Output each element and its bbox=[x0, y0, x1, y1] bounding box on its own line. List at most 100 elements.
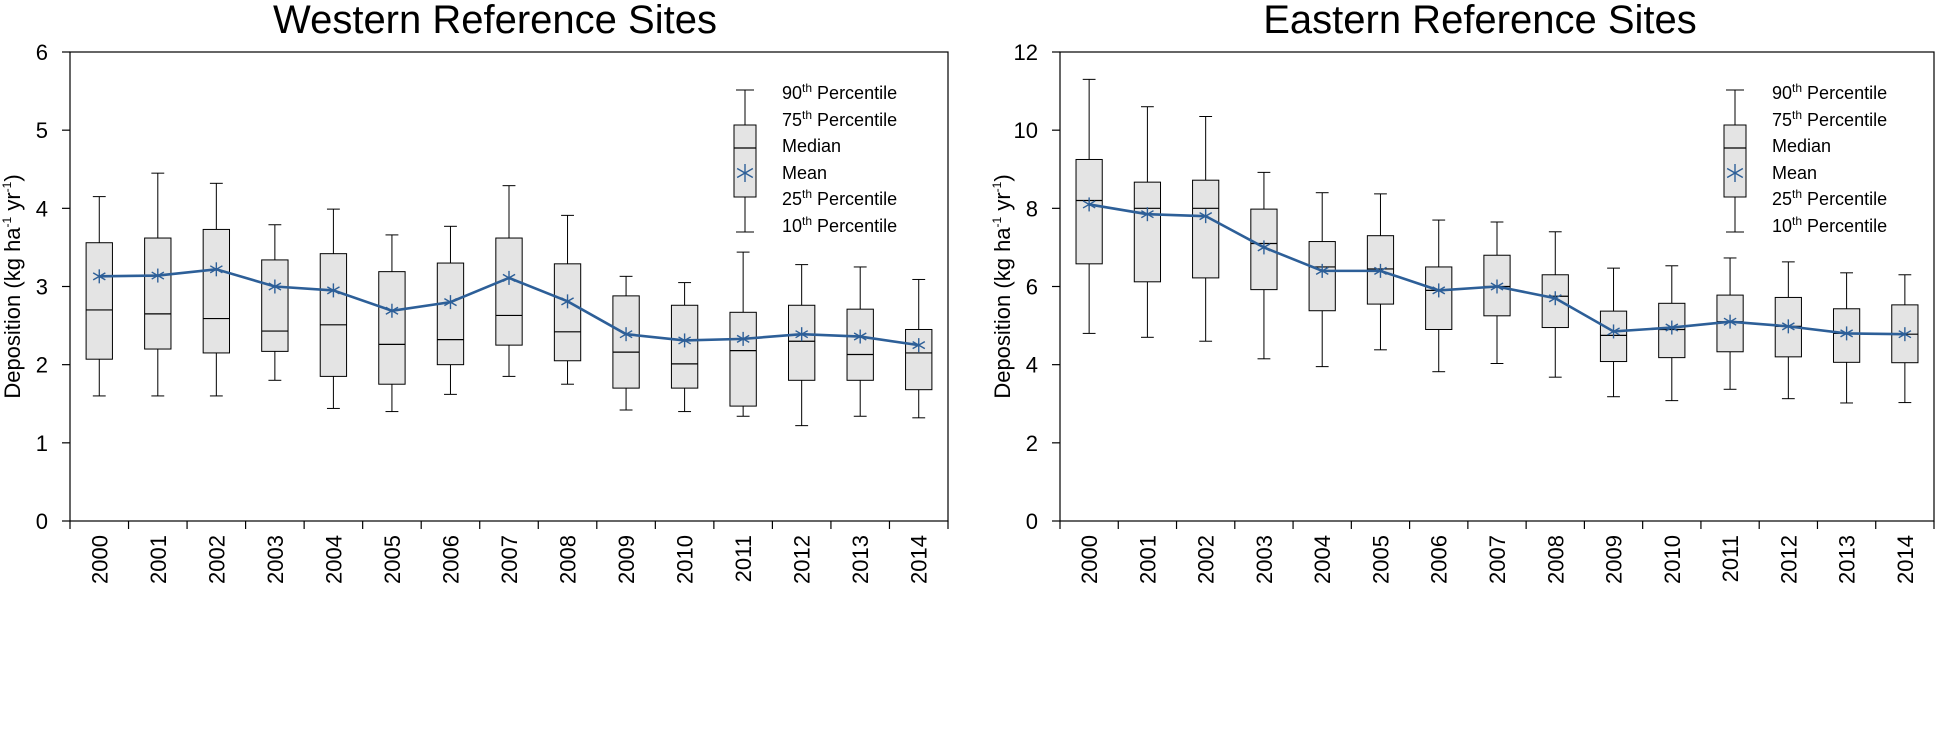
mean-marker-2011 bbox=[1723, 314, 1737, 329]
mean-marker-stroke bbox=[444, 298, 457, 307]
x-tick-label: 2007 bbox=[1485, 535, 1510, 584]
mean-marker-stroke bbox=[736, 334, 750, 343]
mean-marker-2002 bbox=[1199, 209, 1213, 224]
mean-marker-2014 bbox=[1898, 327, 1912, 342]
legend-label-main: 75 bbox=[1772, 110, 1792, 130]
legend-label-rest: Percentile bbox=[1802, 83, 1887, 103]
iqr-box bbox=[495, 237, 523, 346]
box-2004 bbox=[319, 208, 348, 409]
y-axis-label-part: ) bbox=[990, 174, 1015, 181]
x-tick-label: 2010 bbox=[673, 535, 698, 584]
box-2002 bbox=[202, 182, 231, 397]
legend-label-sup: th bbox=[802, 108, 812, 122]
mean-marker-stroke bbox=[1199, 212, 1213, 221]
box-2012 bbox=[787, 264, 816, 427]
y-tick-label: 8 bbox=[1026, 196, 1038, 221]
y-tick-label: 12 bbox=[1014, 40, 1038, 65]
mean-marker-2013 bbox=[853, 329, 867, 344]
iqr-box bbox=[261, 259, 289, 352]
mean-marker-stroke bbox=[1548, 294, 1562, 303]
legend: 90th Percentile 75th Percentile Median Mean… bbox=[733, 81, 897, 236]
mean-marker-stroke bbox=[1082, 200, 1096, 209]
legend-label-rest: Percentile bbox=[1802, 189, 1887, 209]
legend-label-rest: Percentile bbox=[812, 216, 897, 236]
legend-label-sup: th bbox=[1792, 108, 1802, 122]
mean-marker-2012 bbox=[795, 327, 809, 342]
legend-label-main: 10 bbox=[782, 216, 802, 236]
mean-marker-stroke bbox=[561, 297, 574, 306]
box-2005 bbox=[378, 234, 406, 413]
legend-label: Median bbox=[782, 136, 841, 156]
x-tick-label: 2003 bbox=[1252, 535, 1277, 584]
y-tick-label: 0 bbox=[36, 509, 48, 534]
x-tick-label: 2001 bbox=[146, 535, 171, 584]
mean-marker-stroke bbox=[92, 272, 106, 281]
iqr-box bbox=[1133, 181, 1162, 283]
box-2008 bbox=[553, 214, 582, 385]
legend-label-main: 90 bbox=[1772, 83, 1792, 103]
box-2010 bbox=[670, 282, 699, 413]
legend-label-rest: Percentile bbox=[812, 189, 897, 209]
x-tick-label: 2010 bbox=[1660, 535, 1685, 584]
y-axis-label-part: -1 bbox=[0, 216, 14, 227]
mean-marker-2006 bbox=[444, 295, 457, 310]
mean-marker-2013 bbox=[1840, 326, 1854, 341]
mean-marker-stroke bbox=[1374, 266, 1387, 275]
mean-marker-2008 bbox=[1548, 291, 1562, 306]
iqr-box bbox=[787, 304, 816, 381]
box-2008 bbox=[1541, 231, 1569, 378]
mean-marker-stroke bbox=[326, 286, 340, 295]
legend-label-main: Mean bbox=[782, 163, 827, 183]
y-tick-label: 10 bbox=[1014, 118, 1038, 143]
iqr-box bbox=[1075, 158, 1103, 265]
x-tick-label: 2008 bbox=[1543, 535, 1568, 584]
y-tick-label: 2 bbox=[36, 353, 48, 378]
x-tick-label: 2014 bbox=[907, 535, 932, 584]
mean-marker-stroke bbox=[1781, 322, 1795, 331]
legend-mean-stroke bbox=[1726, 167, 1744, 179]
box-2003 bbox=[261, 224, 289, 381]
y-tick-label: 2 bbox=[1026, 431, 1038, 456]
iqr-box bbox=[319, 253, 348, 377]
iqr-box bbox=[202, 228, 231, 354]
y-tick-label: 6 bbox=[1026, 275, 1038, 300]
mean-marker-2001 bbox=[1140, 207, 1154, 222]
y-axis-label-part: yr bbox=[0, 192, 25, 216]
legend-label: 25th Percentile bbox=[782, 187, 897, 209]
legend-label: 75th Percentile bbox=[1772, 108, 1887, 130]
x-tick-label: 2012 bbox=[1776, 535, 1801, 584]
legend-label-sup: th bbox=[802, 81, 812, 95]
x-tick-label: 2006 bbox=[1427, 535, 1452, 584]
mean-marker-2006 bbox=[1432, 283, 1446, 298]
mean-marker-2004 bbox=[326, 283, 340, 298]
legend-label-rest: Percentile bbox=[812, 83, 897, 103]
mean-marker-stroke bbox=[1140, 210, 1154, 219]
legend-label: 75th Percentile bbox=[782, 108, 897, 130]
x-tick-label: 2005 bbox=[380, 535, 405, 584]
legend-label-main: Median bbox=[782, 136, 841, 156]
mean-marker-2008 bbox=[561, 294, 574, 309]
y-tick-label: 5 bbox=[36, 118, 48, 143]
legend-mean-marker bbox=[1726, 164, 1744, 182]
mean-marker-stroke bbox=[1723, 317, 1737, 326]
mean-marker-2002 bbox=[209, 262, 223, 277]
box-2011 bbox=[729, 251, 757, 417]
mean-marker-2004 bbox=[1315, 263, 1329, 278]
mean-marker-stroke bbox=[1665, 323, 1679, 332]
y-tick-label: 0 bbox=[1026, 509, 1038, 534]
x-tick-label: 2006 bbox=[438, 535, 463, 584]
legend-label: 90th Percentile bbox=[782, 81, 897, 103]
x-tick-label: 2011 bbox=[1718, 535, 1743, 582]
chart-title: Eastern Reference Sites bbox=[1263, 0, 1697, 42]
x-tick-label: 2009 bbox=[614, 535, 639, 584]
x-tick-label: 2011 bbox=[731, 535, 756, 582]
y-tick-label: 4 bbox=[1026, 353, 1038, 378]
legend-label-rest: Percentile bbox=[812, 110, 897, 130]
x-tick-label: 2004 bbox=[321, 535, 346, 584]
mean-marker-2010 bbox=[678, 333, 692, 348]
x-tick-label: 2003 bbox=[263, 535, 288, 584]
iqr-box bbox=[85, 242, 113, 360]
legend-label-sup: th bbox=[1792, 81, 1802, 95]
chart-panel-2: Eastern Reference Sites 0 2 4 6 8 10 12 Depositi… bbox=[990, 0, 1935, 584]
mean-marker-2010 bbox=[1665, 320, 1679, 335]
